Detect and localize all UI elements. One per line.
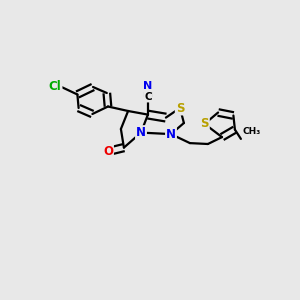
Text: N: N xyxy=(143,81,152,91)
Text: S: S xyxy=(176,101,184,115)
Text: O: O xyxy=(103,145,113,158)
Text: Cl: Cl xyxy=(49,80,62,94)
Text: N: N xyxy=(166,128,176,141)
Text: S: S xyxy=(200,117,209,130)
Text: CH₃: CH₃ xyxy=(242,127,261,136)
Text: N: N xyxy=(136,126,146,139)
Text: C: C xyxy=(144,92,152,102)
